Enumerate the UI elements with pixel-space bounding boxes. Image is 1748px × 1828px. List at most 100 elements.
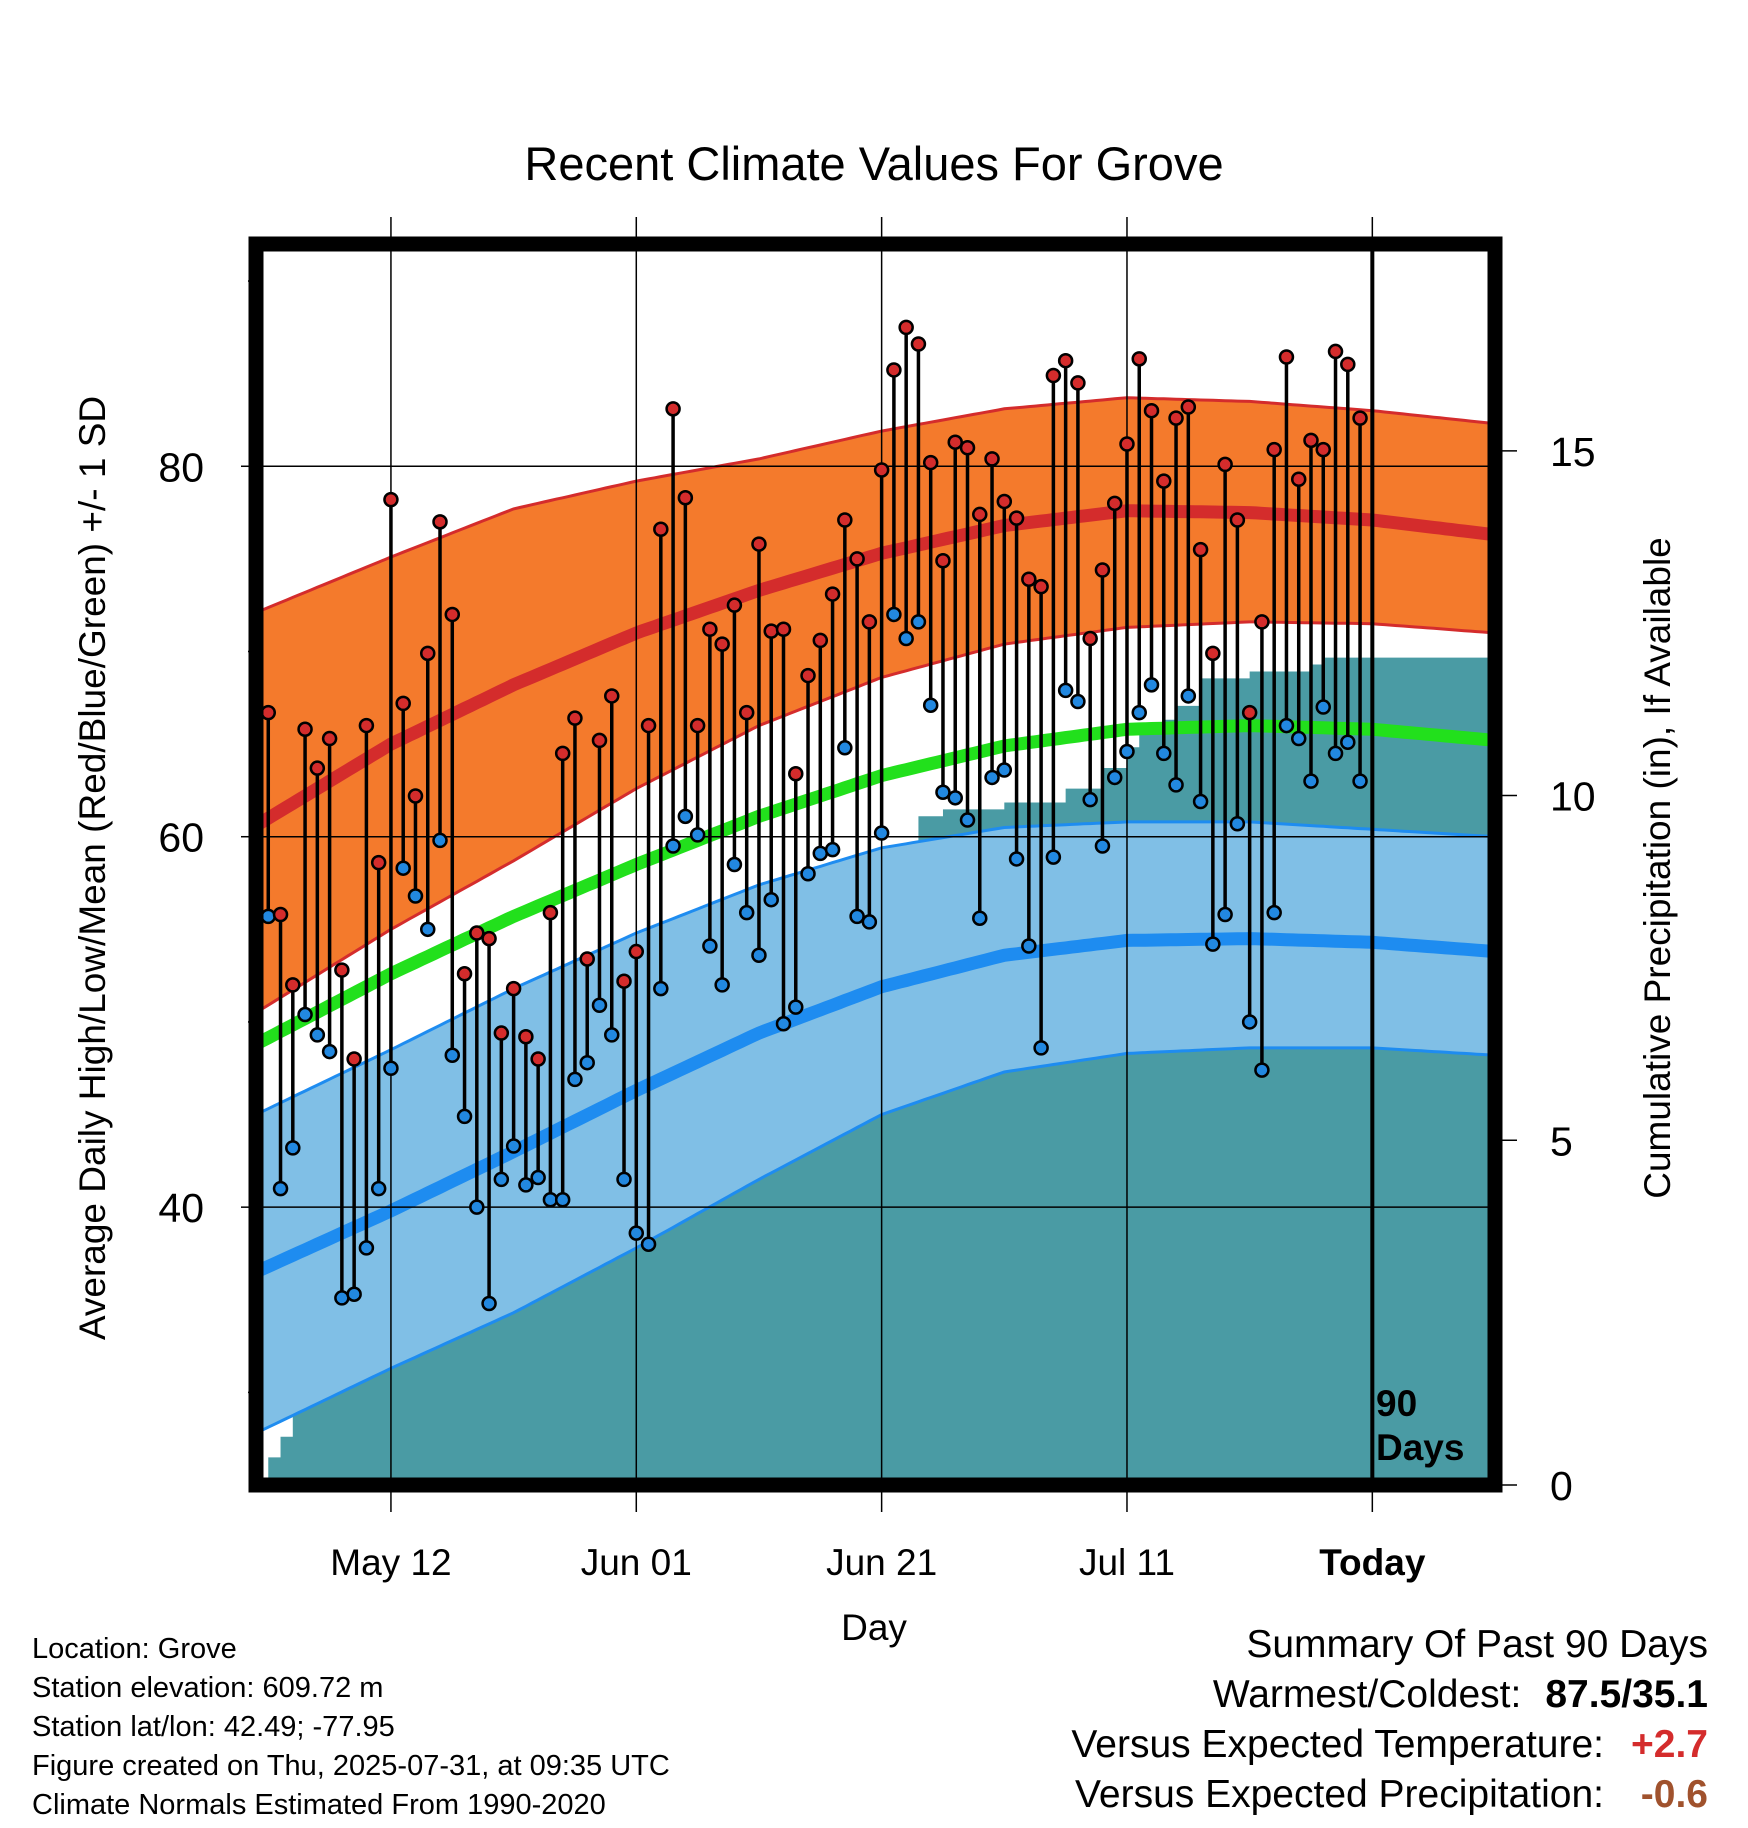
daily-low-point [554, 1192, 571, 1208]
daily-low-point [358, 1240, 375, 1256]
daily-low-point [1119, 743, 1135, 760]
daily-low-point [1340, 734, 1356, 751]
daily-high-point [640, 717, 657, 734]
daily-high-point [554, 745, 571, 762]
daily-low-point [1094, 838, 1111, 854]
daily-low-point [702, 938, 718, 954]
daily-low-point [628, 1225, 645, 1241]
daily-high-point [1070, 375, 1086, 391]
daily-high-point [493, 1025, 510, 1041]
daily-low-point [935, 784, 951, 801]
temp-anomaly-value: +2.7 [1631, 1723, 1708, 1766]
daily-high-point [873, 462, 890, 478]
daily-low-point [1106, 769, 1123, 786]
daily-high-point [1168, 410, 1184, 426]
daily-low-point [837, 740, 853, 756]
daily-low-point [370, 1180, 387, 1197]
daily-low-point [763, 891, 779, 908]
daily-low-point [260, 908, 277, 925]
daily-low-point [395, 860, 411, 876]
daily-low-point [689, 827, 706, 843]
today-label-line2: Days [1376, 1427, 1464, 1468]
daily-high-point [1278, 349, 1295, 365]
x-tick-label: Jun 01 [581, 1542, 692, 1583]
daily-high-point [677, 490, 694, 506]
summary-panel: Summary Of Past 90 Days Warmest/Coldest:… [1071, 1620, 1708, 1820]
daily-low-point [775, 1016, 792, 1032]
summary-title: Summary Of Past 90 Days [1246, 1623, 1708, 1666]
daily-high-point [370, 854, 387, 871]
daily-low-point [493, 1171, 510, 1188]
daily-high-point [1156, 473, 1172, 489]
daily-low-point [898, 630, 914, 647]
high-sd-band-lower-edge [255, 620, 1496, 1014]
daily-high-point [861, 614, 878, 630]
summary-warm-cold-row: Warmest/Coldest: 87.5/35.1 [1071, 1670, 1708, 1720]
daily-low-point [591, 997, 608, 1014]
daily-low-point [1008, 851, 1025, 867]
daily-high-point [800, 667, 816, 684]
daily-high-point [1192, 541, 1209, 558]
daily-low-point [1057, 682, 1074, 699]
location-text: Location: Grove [32, 1633, 237, 1665]
daily-high-point [1241, 704, 1258, 721]
y-tick-label: 80 [158, 444, 204, 490]
daily-low-point [1180, 688, 1197, 704]
daily-low-point [383, 1060, 399, 1076]
daily-low-point [1021, 938, 1037, 954]
daily-high-point [898, 319, 914, 336]
daily-low-point [873, 825, 890, 841]
daily-high-point [383, 491, 399, 508]
daily-low-point [1168, 777, 1184, 793]
daily-low-point [812, 845, 829, 862]
y2-tick-label: 15 [1550, 429, 1596, 475]
daily-high-point [1033, 578, 1049, 595]
daily-low-point [334, 1290, 350, 1306]
daily-high-point [346, 1051, 362, 1067]
y2-tick-label: 10 [1550, 774, 1596, 820]
daily-high-point [260, 704, 277, 721]
summary-precip-row: Versus Expected Precipitation: -0.6 [1071, 1770, 1708, 1820]
axis-ticks: 40 60 80 0 5 10 15 May 12 Jun 01 Jun 21 Jul 11 Toda… [158, 217, 1596, 1583]
daily-low-point [567, 1071, 583, 1088]
elevation-text: Station elevation: 609.72 m [32, 1672, 384, 1704]
daily-high-point [1057, 352, 1074, 369]
y-tick-label: 60 [158, 815, 204, 861]
high-sd-band [256, 397, 1495, 1013]
daily-high-point [738, 704, 755, 721]
daily-low-point [444, 1047, 461, 1064]
daily-high-point [395, 695, 411, 712]
daily-high-point [1254, 614, 1270, 630]
daily-high-point [984, 451, 1000, 467]
x-tick-label: Jun 21 [826, 1542, 937, 1583]
daily-low-point [824, 841, 841, 858]
daily-low-point [714, 977, 730, 993]
daily-high-point [1290, 471, 1307, 487]
daily-high-point [1266, 441, 1282, 458]
daily-low-point [297, 1006, 313, 1023]
latlon-text: Station lat/lon: 42.49; -77.95 [32, 1711, 395, 1743]
daily-low-point [800, 866, 816, 882]
normal-high-line [252, 504, 1496, 832]
daily-high-point [751, 536, 767, 552]
daily-high-point [1021, 571, 1037, 588]
daily-high-point [272, 906, 289, 923]
daily-high-point [432, 514, 448, 530]
daily-high-point [334, 962, 350, 978]
daily-low-point [726, 856, 743, 873]
daily-high-point [886, 362, 902, 378]
daily-low-point [272, 1180, 289, 1197]
daily-high-point [285, 977, 301, 993]
x-tick-label: Today [1319, 1542, 1426, 1583]
daily-high-point [910, 336, 927, 352]
daily-low-point [1327, 745, 1344, 762]
low-sd-band-lower-edge [255, 1046, 1496, 1435]
daily-high-point [297, 721, 313, 738]
normals-text: Climate Normals Estimated From 1990-2020 [32, 1789, 606, 1821]
daily-high-point [714, 636, 730, 652]
daily-low-point [1033, 1040, 1049, 1056]
chart-title: Recent Climate Values For Grove [524, 137, 1223, 190]
daily-low-point [456, 1108, 473, 1125]
daily-high-point [1327, 343, 1344, 360]
